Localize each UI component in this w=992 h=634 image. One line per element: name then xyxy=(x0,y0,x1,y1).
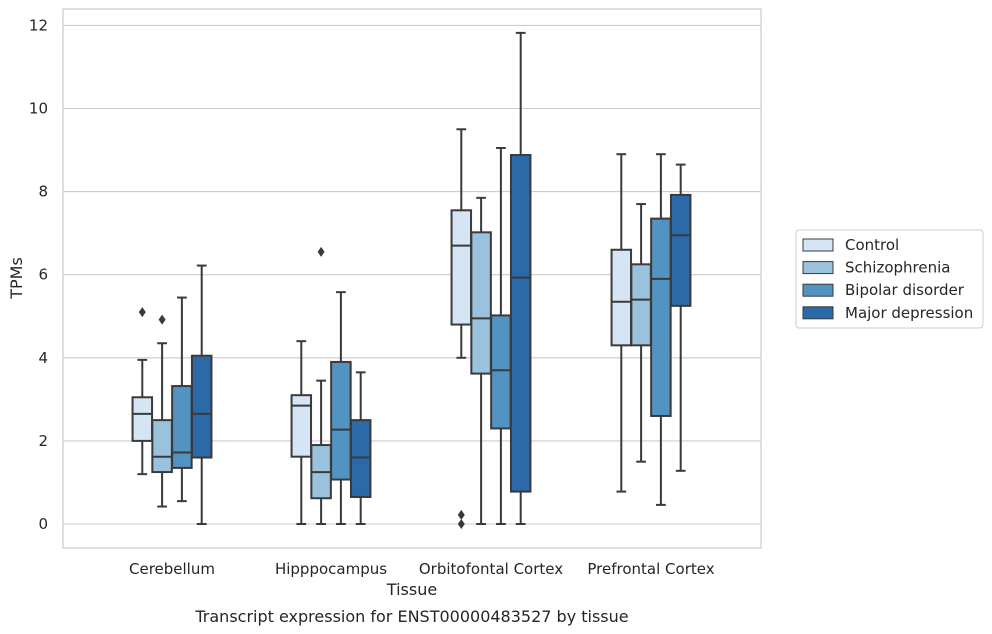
box-0-1 xyxy=(151,314,173,508)
iqr-box xyxy=(509,154,532,493)
y-tick-labels: 0 2 4 6 8 10 12 xyxy=(29,16,48,533)
x-tick-label-3: Prefrontal Cortex xyxy=(587,560,714,578)
iqr-box xyxy=(190,354,213,459)
outlier-point-0 xyxy=(158,314,166,325)
iqr-box xyxy=(669,193,692,307)
box-3-3 xyxy=(669,163,692,472)
iqr-box xyxy=(131,396,154,442)
y-tick-label-6: 6 xyxy=(38,266,48,284)
legend-label-3: Major depression xyxy=(845,304,973,322)
iqr-box xyxy=(290,394,313,458)
box-1-1 xyxy=(310,246,332,525)
y-axis-title: TPMs xyxy=(7,257,26,300)
legend-frame xyxy=(795,229,984,329)
iqr-box xyxy=(650,217,672,417)
iqr-box xyxy=(349,419,372,498)
legend-label-0: Control xyxy=(845,236,899,254)
boxes xyxy=(131,31,692,529)
outlier-point-0 xyxy=(317,246,325,257)
box-2-3 xyxy=(509,31,532,525)
y-tick-label-8: 8 xyxy=(38,183,48,201)
box-1-2 xyxy=(330,291,352,525)
box-2-2 xyxy=(490,146,512,525)
iqr-box xyxy=(151,419,173,474)
chart-caption: Transcript expression for ENST0000048352… xyxy=(194,607,628,626)
box-3-1 xyxy=(630,203,652,463)
x-tick-label-1: Hipppocampus xyxy=(275,560,387,578)
iqr-box xyxy=(450,209,473,326)
x-axis-title: Tissue xyxy=(386,580,437,599)
legend-label-2: Bipolar disorder xyxy=(845,281,965,299)
box-1-3 xyxy=(349,371,372,525)
box-0-0 xyxy=(131,307,154,476)
outlier-point-0 xyxy=(138,307,146,318)
x-tick-labels: Cerebellum Hipppocampus Orbitofontal Corte… xyxy=(129,560,715,578)
x-tick-label-2: Orbitofontal Cortex xyxy=(419,560,563,578)
iqr-box xyxy=(470,231,492,375)
y-tick-label-10: 10 xyxy=(29,100,48,118)
outlier-point-0 xyxy=(457,519,465,529)
plot-area-frame xyxy=(62,8,762,549)
iqr-box xyxy=(610,248,633,347)
y-tick-label-4: 4 xyxy=(38,349,48,367)
box-1-0 xyxy=(290,340,313,525)
y-tick-label-0: 0 xyxy=(38,515,48,533)
legend: Control Schizophrenia Bipolar disorder Majo… xyxy=(795,229,984,329)
iqr-box xyxy=(330,360,352,481)
legend-swatch-0 xyxy=(802,238,834,252)
iqr-box xyxy=(630,263,652,347)
box-2-0 xyxy=(450,128,473,529)
iqr-box xyxy=(171,385,193,469)
box-0-3 xyxy=(190,264,213,525)
y-tick-label-12: 12 xyxy=(29,16,48,34)
legend-swatch-3 xyxy=(802,306,834,320)
legend-swatch-1 xyxy=(802,261,834,275)
legend-swatch-2 xyxy=(802,283,834,297)
x-tick-label-0: Cerebellum xyxy=(129,560,215,578)
box-3-2 xyxy=(650,153,672,506)
y-tick-label-2: 2 xyxy=(38,432,48,450)
iqr-box xyxy=(490,314,512,430)
box-2-1 xyxy=(470,196,492,525)
box-0-2 xyxy=(171,296,193,503)
legend-label-1: Schizophrenia xyxy=(845,259,950,277)
outlier-point-1 xyxy=(457,509,465,520)
